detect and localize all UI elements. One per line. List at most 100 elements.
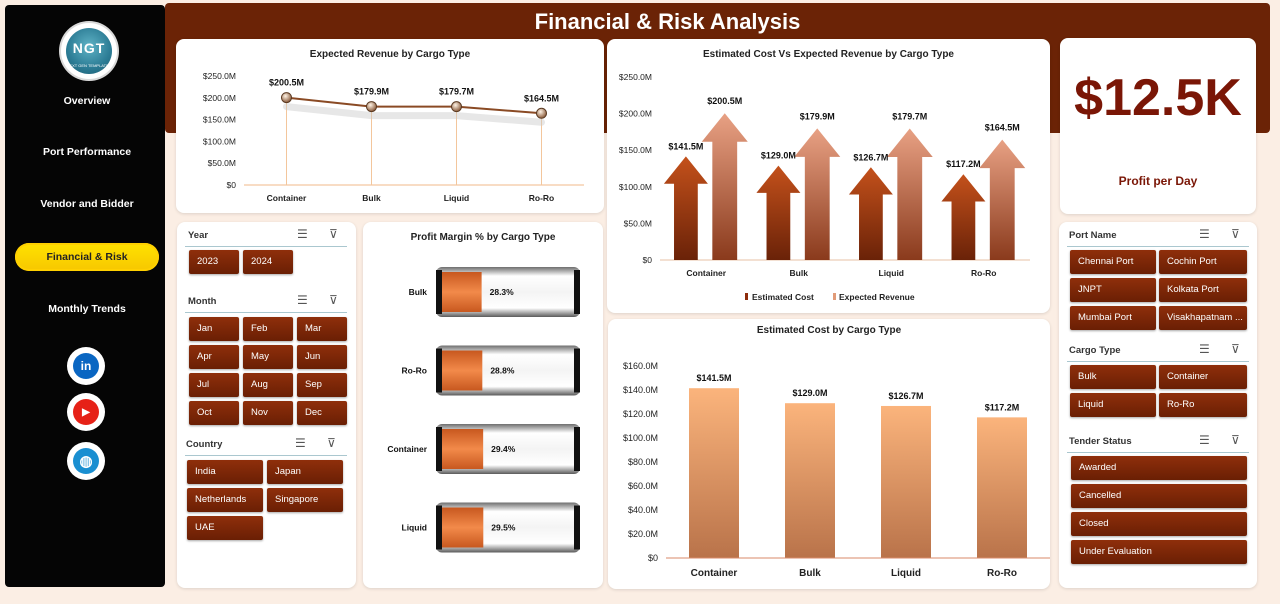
clear-filter-icon[interactable]: ⊽ (1231, 433, 1240, 447)
month-chip[interactable]: Oct (189, 401, 239, 425)
nav-financial-risk[interactable]: Financial & Risk (15, 243, 159, 271)
tender-chip[interactable]: Awarded (1071, 456, 1247, 480)
multi-select-icon[interactable]: ☰ (297, 227, 308, 241)
port-chip[interactable]: Mumbai Port (1070, 306, 1156, 330)
y-tick-label: $100.0M (623, 433, 658, 443)
port-chip[interactable]: Chennai Port (1070, 250, 1156, 274)
clear-filter-icon[interactable]: ⊽ (1231, 342, 1240, 356)
month-chip[interactable]: Mar (297, 317, 347, 341)
divider (1067, 246, 1249, 247)
x-tick-label: Liquid (891, 568, 921, 579)
month-chip[interactable]: Apr (189, 345, 239, 369)
legend-label-cost: Estimated Cost (752, 292, 814, 302)
cargo-chip[interactable]: Liquid (1070, 393, 1156, 417)
estimated-cost-arrow (848, 167, 893, 260)
legend-label-revenue: Expected Revenue (839, 292, 915, 302)
month-chip[interactable]: Jun (297, 345, 347, 369)
country-chip[interactable]: Singapore (267, 488, 343, 512)
profit-margin-chart: Bulk 28.3% Ro-Ro 28.8% Container 29.4% Liquid 2… (387, 267, 580, 553)
multi-select-icon[interactable]: ☰ (1199, 342, 1210, 356)
country-chip[interactable]: UAE (187, 516, 263, 540)
y-tick-label: $20.0M (628, 529, 658, 539)
month-chip[interactable]: Feb (243, 317, 293, 341)
multi-select-icon[interactable]: ☰ (1199, 433, 1210, 447)
legend-swatch-revenue (833, 293, 836, 300)
gauge-cap-right (574, 348, 580, 393)
expected-revenue-arrow (794, 128, 841, 260)
youtube-link[interactable]: ▶ (67, 393, 105, 431)
port-chip[interactable]: Kolkata Port (1159, 278, 1247, 302)
clear-filter-icon[interactable]: ⊽ (327, 436, 336, 450)
website-link[interactable]: ◍ (67, 442, 105, 480)
data-point (281, 92, 292, 104)
chart-title: Profit Margin % by Cargo Type (410, 232, 556, 243)
estimated-cost-arrow (756, 165, 801, 260)
cargo-slicer-title: Cargo Type (1069, 345, 1121, 356)
category-label: Bulk (409, 287, 428, 297)
cost-data-label: $129.0M (761, 151, 796, 161)
port-chip[interactable]: Cochin Port (1159, 250, 1247, 274)
data-point (366, 101, 377, 113)
tender-chip[interactable]: Closed (1071, 512, 1247, 536)
revenue-data-label: $164.5M (985, 123, 1020, 133)
data-label: 29.5% (491, 523, 516, 533)
nav-port-performance[interactable]: Port Performance (42, 146, 132, 158)
nav-overview[interactable]: Overview (63, 95, 111, 107)
date-country-slicer-card: Year ☰ ⊽ 2023 2024 Month ☰ ⊽ Jan Feb Mar… (177, 222, 356, 588)
tender-chip[interactable]: Cancelled (1071, 484, 1247, 508)
data-label: $141.5M (696, 373, 731, 383)
year-2024-chip[interactable]: 2024 (243, 250, 293, 274)
divider (185, 312, 347, 313)
port-chip[interactable]: JNPT (1070, 278, 1156, 302)
clear-filter-icon[interactable]: ⊽ (1231, 227, 1240, 241)
country-chip[interactable]: Netherlands (187, 488, 263, 512)
expected-revenue-card: Expected Revenue by Cargo Type $0 $50.0M $… (176, 39, 604, 213)
y-tick-label: $100.0M (619, 182, 652, 192)
y-tick-label: $250.0M (619, 72, 652, 82)
margin-bar (442, 272, 482, 312)
x-tick-label: Ro-Ro (529, 193, 555, 203)
month-chip[interactable]: May (243, 345, 293, 369)
month-chip[interactable]: Jul (189, 373, 239, 397)
tender-chip[interactable]: Under Evaluation (1071, 540, 1247, 564)
cargo-chip[interactable]: Container (1159, 365, 1247, 389)
margin-bar (442, 429, 484, 469)
cost-data-label: $141.5M (668, 141, 703, 151)
month-chip[interactable]: Jan (189, 317, 239, 341)
nav-vendor-and-bidder[interactable]: Vendor and Bidder (40, 198, 134, 210)
month-chip[interactable]: Dec (297, 401, 347, 425)
month-chip[interactable]: Nov (243, 401, 293, 425)
estimated-cost-bar-chart: $0 $20.0M $40.0M $60.0M $80.0M $100.0M $120.0M… (623, 361, 1050, 579)
month-chip[interactable]: Aug (243, 373, 293, 397)
clear-filter-icon[interactable]: ⊽ (329, 293, 338, 307)
y-tick-label: $120.0M (623, 409, 658, 419)
cargo-chip[interactable]: Ro-Ro (1159, 393, 1247, 417)
clear-filter-icon[interactable]: ⊽ (329, 227, 338, 241)
country-chip[interactable]: India (187, 460, 263, 484)
kpi-label: Profit per Day (1118, 174, 1198, 188)
port-chip[interactable]: Visakhapatnam ... (1159, 306, 1247, 330)
expected-revenue-arrow (979, 139, 1026, 260)
multi-select-icon[interactable]: ☰ (297, 293, 308, 307)
month-chip[interactable]: Sep (297, 373, 347, 397)
nav-monthly-trends[interactable]: Monthly Trends (48, 303, 126, 315)
y-tick-label: $0 (643, 255, 653, 265)
multi-select-icon[interactable]: ☰ (1199, 227, 1210, 241)
year-2023-chip[interactable]: 2023 (189, 250, 239, 274)
multi-select-icon[interactable]: ☰ (295, 436, 306, 450)
chart-title: Expected Revenue by Cargo Type (309, 49, 471, 60)
data-label: $179.7M (439, 87, 474, 97)
linkedin-link[interactable]: in (67, 347, 105, 385)
y-tick-label: $0 (648, 553, 658, 563)
cargo-chip[interactable]: Bulk (1070, 365, 1156, 389)
country-chip[interactable]: Japan (267, 460, 343, 484)
youtube-icon: ▶ (73, 399, 99, 425)
chart-title: Estimated Cost by Cargo Type (756, 325, 902, 336)
gauge-cap-left (436, 270, 442, 314)
divider (1067, 452, 1249, 453)
country-slicer-title: Country (186, 439, 223, 450)
data-label: 29.4% (491, 444, 516, 454)
y-tick-label: $250.0M (203, 71, 236, 81)
chart-title: Estimated Cost Vs Expected Revenue by Ca… (702, 49, 954, 60)
cost-vs-revenue-card: Estimated Cost Vs Expected Revenue by Ca… (607, 39, 1050, 313)
